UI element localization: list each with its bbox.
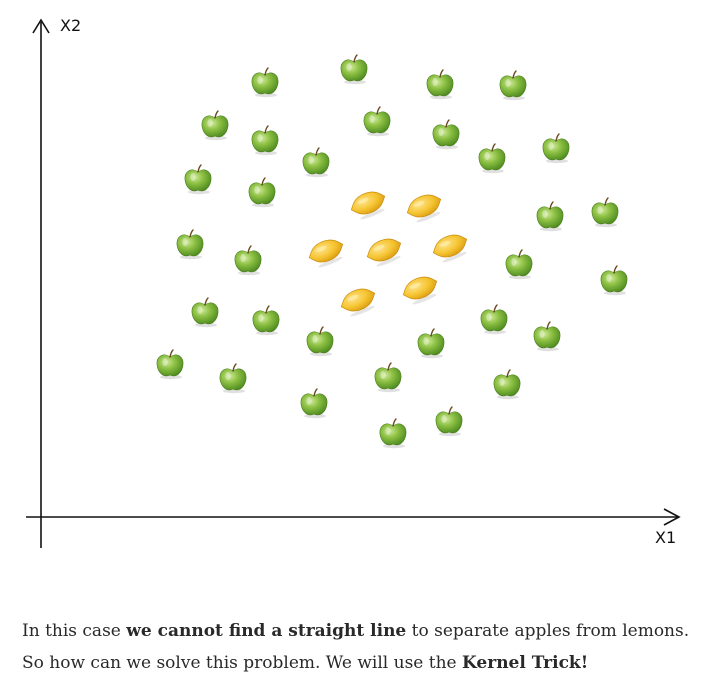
apple-icon xyxy=(435,406,463,437)
apple-icon xyxy=(201,110,229,141)
caption-text: In this case xyxy=(22,621,127,641)
caption-line-2: So how can we solve this problem. We wil… xyxy=(22,647,702,679)
apple-icon xyxy=(374,362,402,393)
apple-icon xyxy=(542,133,570,164)
apple-icon xyxy=(191,297,219,328)
apple-icon xyxy=(536,201,564,232)
apple-icon xyxy=(234,245,262,276)
caption-text: So how can we solve this problem. We wil… xyxy=(22,653,463,673)
apple-icon xyxy=(533,321,561,352)
apple-icon xyxy=(184,164,212,195)
apple-icon xyxy=(248,177,276,208)
apple-icon xyxy=(493,369,521,400)
apple-icon xyxy=(306,326,334,357)
lemon-icon xyxy=(432,234,468,263)
caption-bold-text: we cannot find a straight line xyxy=(126,621,407,641)
apple-icon xyxy=(302,147,330,178)
apple-icon xyxy=(176,229,204,260)
apple-icon xyxy=(417,328,445,359)
apple-icon xyxy=(480,304,508,335)
apple-icon xyxy=(478,143,506,174)
apple-icon xyxy=(219,363,247,394)
apple-icon xyxy=(426,69,454,100)
lemon-icon xyxy=(366,238,402,267)
fruit-layer xyxy=(156,54,628,449)
scatter-figure: X2 X1 xyxy=(26,16,681,548)
caption-text: to separate apples from lemons. xyxy=(406,621,690,641)
y-axis-arrow xyxy=(32,18,50,34)
apple-icon xyxy=(251,125,279,156)
lemon-icon xyxy=(350,191,386,220)
apple-icon xyxy=(363,106,391,137)
caption-line-1: In this case we cannot find a straight l… xyxy=(22,615,702,647)
lemon-icon xyxy=(402,276,438,305)
apple-icon xyxy=(156,349,184,380)
caption-bold-text: Kernel Trick! xyxy=(462,653,589,673)
caption: In this case we cannot find a straight l… xyxy=(22,615,702,679)
apple-icon xyxy=(600,265,628,296)
apple-icon xyxy=(252,305,280,336)
lemon-icon xyxy=(340,288,376,317)
lemon-icon xyxy=(406,194,442,223)
apple-icon xyxy=(300,388,328,419)
apple-icon xyxy=(432,119,460,150)
lemon-icon xyxy=(308,239,344,268)
apple-icon xyxy=(251,67,279,98)
apple-icon xyxy=(499,70,527,101)
apple-icon xyxy=(379,418,407,449)
x-axis-label: X1 xyxy=(655,528,676,547)
x-axis-arrow xyxy=(663,508,681,526)
apple-icon xyxy=(340,54,368,85)
apple-icon xyxy=(591,197,619,228)
apple-icon xyxy=(505,249,533,280)
figure-canvas: X2 X1 xyxy=(26,16,681,548)
y-axis-label: X2 xyxy=(60,16,81,35)
